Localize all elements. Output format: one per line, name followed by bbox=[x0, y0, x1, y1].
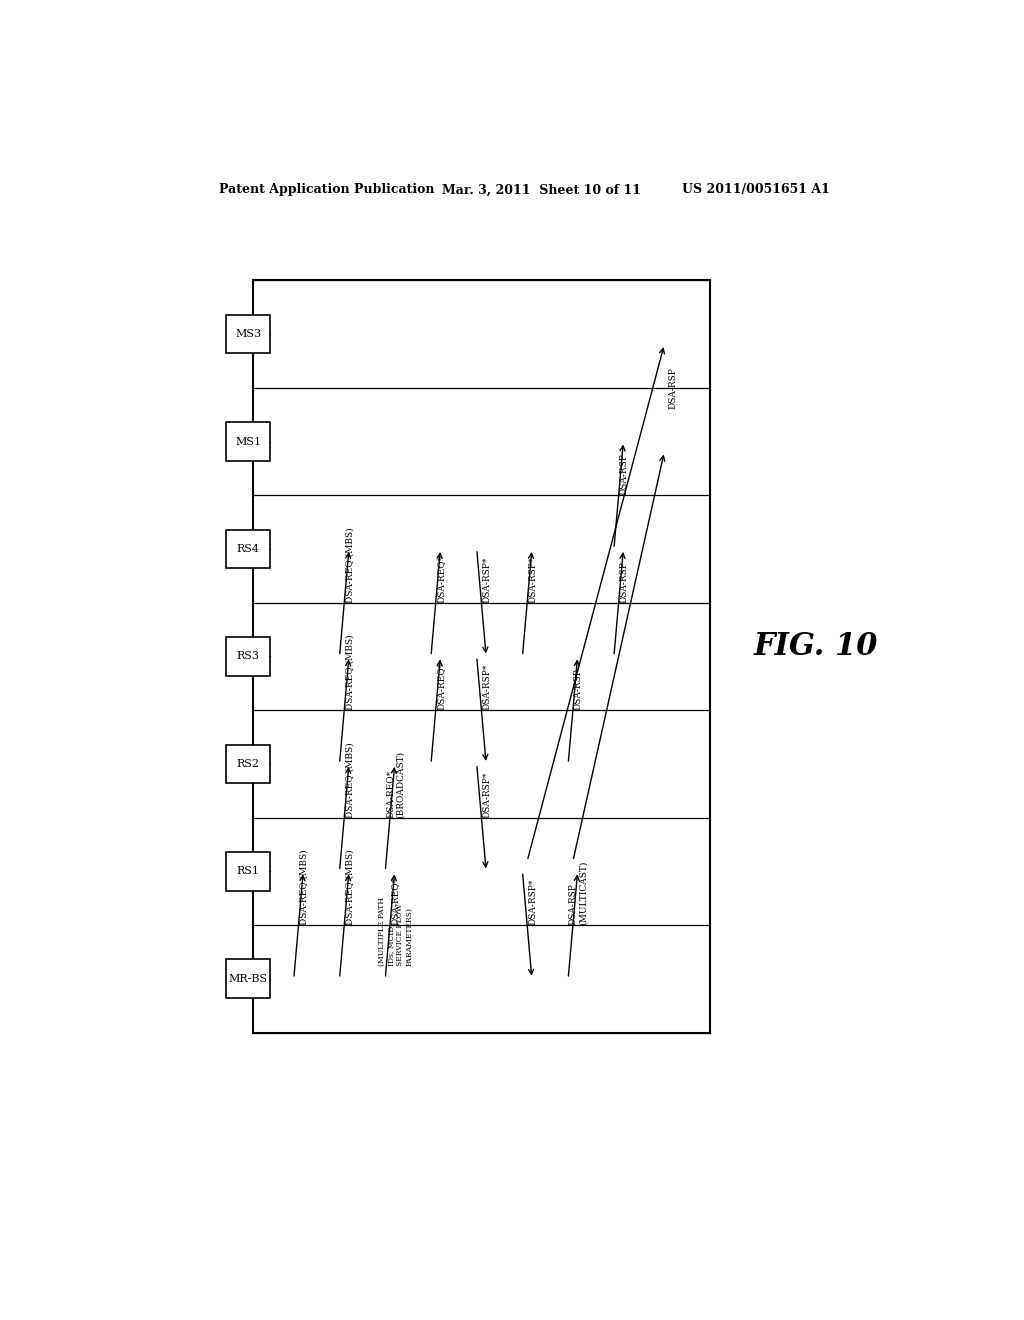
Text: RS2: RS2 bbox=[237, 759, 260, 768]
Text: DSA-REQ (MBS): DSA-REQ (MBS) bbox=[300, 850, 308, 925]
Text: DSA-RSP*: DSA-RSP* bbox=[482, 556, 492, 603]
Bar bbox=[226, 960, 270, 998]
Bar bbox=[226, 638, 270, 676]
Text: DSA-RSP
(MULTICAST): DSA-RSP (MULTICAST) bbox=[568, 861, 588, 925]
Text: DSA-REQ (MBS): DSA-REQ (MBS) bbox=[345, 527, 354, 603]
Text: DSA-RSP: DSA-RSP bbox=[620, 453, 629, 495]
Text: DSA-REQ (MBS): DSA-REQ (MBS) bbox=[345, 850, 354, 925]
Text: Mar. 3, 2011  Sheet 10 of 11: Mar. 3, 2011 Sheet 10 of 11 bbox=[442, 183, 641, 197]
Text: US 2011/0051651 A1: US 2011/0051651 A1 bbox=[682, 183, 830, 197]
Text: RS1: RS1 bbox=[237, 866, 260, 876]
Text: MS3: MS3 bbox=[236, 329, 261, 339]
Text: DSA-RSP: DSA-RSP bbox=[573, 668, 583, 710]
Text: (MULTIPLE PATH
IDs, MCID,
SERVICE FLOW
PARAMETERS): (MULTIPLE PATH IDs, MCID, SERVICE FLOW P… bbox=[378, 896, 414, 966]
Text: DSA-REQ (MBS): DSA-REQ (MBS) bbox=[345, 635, 354, 710]
Text: MR-BS: MR-BS bbox=[228, 974, 268, 983]
Text: DSA-REQ*
(BROADCAST): DSA-REQ* (BROADCAST) bbox=[386, 751, 406, 817]
Text: DSA-REQ*: DSA-REQ* bbox=[436, 663, 445, 710]
Bar bbox=[253, 280, 710, 1032]
Text: Patent Application Publication: Patent Application Publication bbox=[219, 183, 434, 197]
Text: RS3: RS3 bbox=[237, 652, 260, 661]
Text: DSA-RSP*: DSA-RSP* bbox=[482, 771, 492, 817]
Bar bbox=[226, 744, 270, 783]
Text: MS1: MS1 bbox=[236, 437, 261, 446]
Text: DSA-RSP*: DSA-RSP* bbox=[528, 879, 538, 925]
Text: DSA-RSP*: DSA-RSP* bbox=[482, 664, 492, 710]
Text: RS4: RS4 bbox=[237, 544, 260, 554]
Text: DSA-REQ*: DSA-REQ* bbox=[436, 554, 445, 603]
Text: DSA-RSP: DSA-RSP bbox=[620, 561, 629, 603]
Bar bbox=[226, 314, 270, 354]
Text: DSA-REQ*: DSA-REQ* bbox=[391, 876, 400, 925]
Bar bbox=[226, 851, 270, 891]
Bar bbox=[226, 529, 270, 569]
Text: DSA-RSP: DSA-RSP bbox=[669, 367, 677, 409]
Text: DSA-REQ (MBS): DSA-REQ (MBS) bbox=[345, 742, 354, 817]
Text: DSA-RSP*: DSA-RSP* bbox=[528, 556, 538, 603]
Bar bbox=[226, 422, 270, 461]
Text: FIG. 10: FIG. 10 bbox=[754, 631, 878, 661]
